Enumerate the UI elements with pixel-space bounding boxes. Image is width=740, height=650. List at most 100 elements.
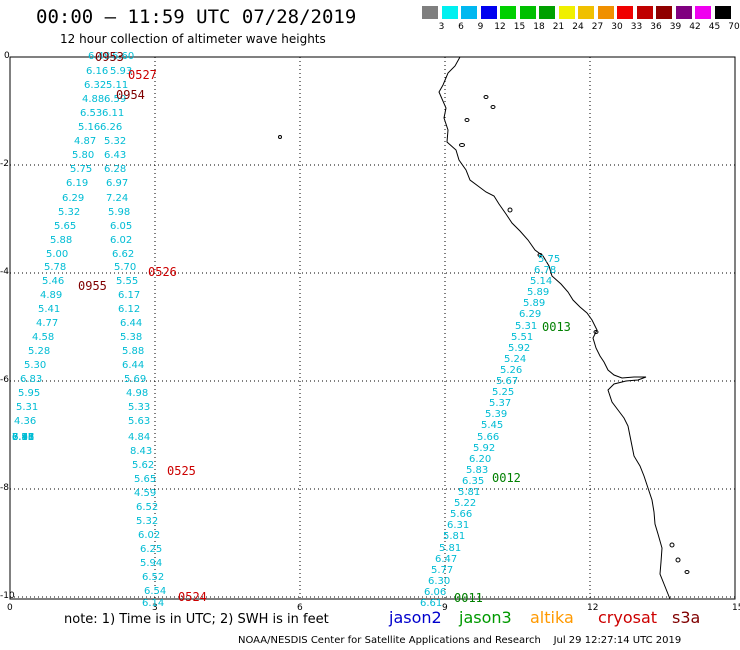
swh-value: 6.62 — [112, 249, 135, 260]
colorbar-swatch — [539, 6, 555, 19]
swh-value: 6.12 — [118, 304, 141, 315]
pass-time-label: 0013 — [542, 320, 571, 334]
pass-time-label: 0954 — [116, 88, 145, 102]
island — [593, 330, 599, 334]
swh-value: 6.76 — [12, 432, 35, 443]
colorbar-label: 42 — [689, 22, 701, 32]
satellite-legend-jason3: jason3 — [459, 608, 512, 627]
coastline — [278, 56, 690, 600]
pass-time-label: 0525 — [167, 464, 196, 478]
swh-value: 5.41 — [38, 304, 61, 315]
island — [537, 253, 543, 257]
coastline-main — [438, 56, 671, 600]
map-frame — [9, 56, 736, 600]
y-tick-label: -8 — [0, 483, 9, 493]
swh-value: 5.95 — [18, 388, 41, 399]
x-tick-label: 0 — [7, 603, 13, 613]
swh-value: 5.66 — [477, 432, 500, 443]
island — [464, 118, 470, 122]
colorbar-label: 45 — [708, 22, 721, 32]
swh-value: 5.22 — [454, 498, 477, 509]
swh-value: 3.58 — [12, 432, 35, 443]
swh-value: 6.61 — [420, 598, 443, 609]
pass-time-label: 0012 — [492, 471, 521, 485]
pass-time-label: 0526 — [148, 265, 177, 279]
swh-value: 6.31 — [447, 520, 470, 531]
swh-value: 6.48 — [88, 51, 111, 62]
swh-value: 6.30 — [428, 576, 451, 587]
colorbar-label: 27 — [591, 22, 604, 32]
swh-value: 6.06 — [424, 587, 447, 598]
colorbar-label: 70 — [728, 22, 740, 32]
swh-value: 5.55 — [116, 276, 139, 287]
swh-value: 5.78 — [44, 262, 67, 273]
y-tick-label: 0 — [4, 51, 10, 61]
y-tick-label: -2 — [0, 159, 9, 169]
swh-value: 4.77 — [36, 318, 59, 329]
swh-value: 6.14 — [142, 598, 165, 609]
swh-value: 4.59 — [134, 488, 157, 499]
colorbar-swatch — [578, 6, 594, 19]
y-tick-label: -10 — [0, 591, 15, 601]
colorbar-swatch — [441, 6, 458, 19]
swh-value: 5.11 — [106, 80, 129, 91]
colorbar-label: 36 — [650, 22, 662, 32]
swh-value: 6.44 — [120, 318, 143, 329]
colorbar-swatch — [636, 6, 653, 19]
swh-value: 5.25 — [492, 387, 515, 398]
swh-value: 6.28 — [104, 164, 127, 175]
swh-value: 5.92 — [508, 343, 531, 354]
swh-value: 5.38 — [120, 332, 143, 343]
swh-value: 6.17 — [118, 290, 141, 301]
swh-value: 5.14 — [530, 276, 553, 287]
swh-value: 6.35 — [462, 476, 485, 487]
swh-value: 5.94 — [140, 558, 163, 569]
swh-value: 6.20 — [469, 454, 492, 465]
swh-value: 5.81 — [443, 531, 466, 542]
pass-time-label: 0527 — [128, 68, 157, 82]
swh-value: 5.67 — [496, 376, 519, 387]
island — [675, 557, 681, 563]
colorbar-swatch — [500, 6, 516, 19]
swh-value: 6.29 — [62, 193, 85, 204]
island — [669, 542, 675, 548]
swh-value: 5.45 — [481, 420, 504, 431]
swh-value: 6.54 — [144, 586, 167, 597]
swh-value: 5.24 — [504, 354, 527, 365]
colorbar-label: 18 — [533, 22, 545, 32]
swh-value: 5.92 — [473, 443, 496, 454]
swh-value: 4.98 — [126, 388, 149, 399]
colorbar-label: 33 — [630, 22, 643, 32]
colorbar-label: 24 — [572, 22, 584, 32]
swh-value: 5.98 — [108, 207, 131, 218]
satellite-legend-altika: altika — [530, 608, 574, 627]
swh-value: 5.77 — [431, 565, 454, 576]
swh-value: 5.83 — [466, 465, 489, 476]
swh-value: 5.30 — [24, 360, 47, 371]
island — [278, 135, 282, 139]
swh-value: 4.36 — [14, 416, 37, 427]
swh-value: 6.02 — [138, 530, 161, 541]
pass-time-label: 0955 — [78, 279, 107, 293]
island — [507, 207, 513, 213]
page-subtitle: 12 hour collection of altimeter wave hei… — [60, 32, 326, 46]
swh-value: 5.32 — [136, 516, 159, 527]
colorbar-swatch — [714, 6, 731, 19]
swh-value: 6.91 — [12, 432, 35, 443]
swh-value: 8.15 — [12, 432, 35, 443]
swh-value: 5.63 — [128, 416, 151, 427]
swh-value: 5.89 — [523, 298, 546, 309]
swh-value: 6.26 — [100, 122, 123, 133]
swh-value: 4.87 — [74, 136, 97, 147]
colorbar-label: 21 — [552, 22, 565, 32]
swh-value: 6.52 — [142, 572, 165, 583]
swh-value: 5.70 — [114, 262, 137, 273]
swh-value: 5.80 — [72, 150, 95, 161]
swh-value: 4.58 — [32, 332, 55, 343]
swh-value: 5.00 — [46, 249, 69, 260]
swh-value: 5.31 — [515, 321, 538, 332]
swh-value: 5.88 — [50, 235, 73, 246]
swh-value: 5.26 — [500, 365, 523, 376]
swh-value: 5.69 — [124, 374, 147, 385]
